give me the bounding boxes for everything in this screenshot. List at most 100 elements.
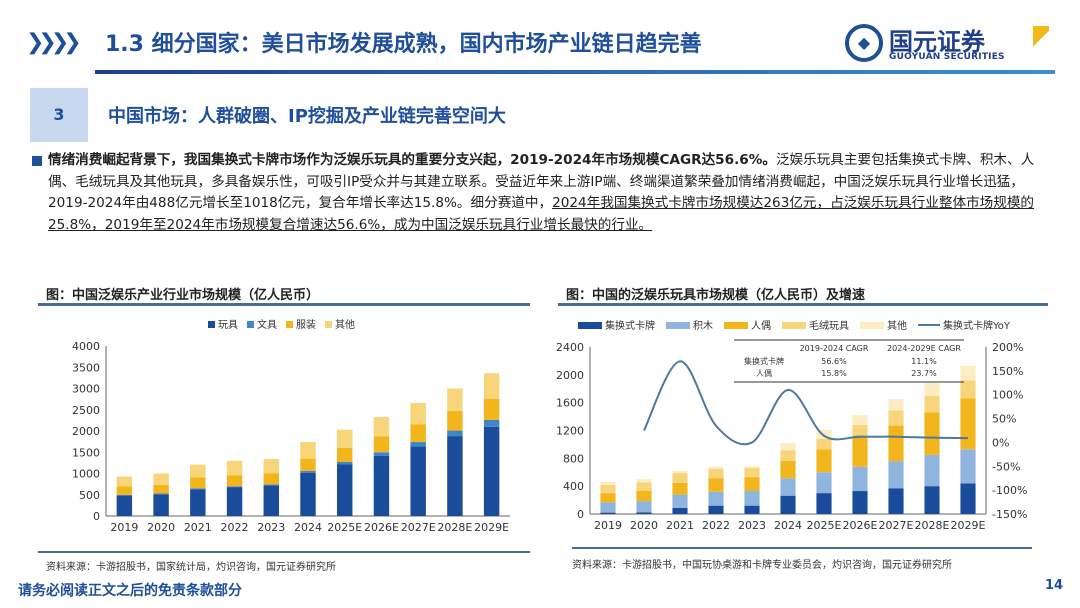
bar-集换式卡牌 bbox=[708, 505, 724, 514]
bar-人偶 bbox=[816, 449, 832, 473]
bar-集换式卡牌 bbox=[600, 512, 616, 514]
bar-集换式卡牌 bbox=[780, 495, 796, 514]
highlight-text: 2024年我国集换式卡牌市场规模达263亿元，占泛娱乐玩具行业整体市场规模的25… bbox=[48, 195, 1035, 233]
x-tick-label: 2023 bbox=[257, 521, 285, 534]
bar-人偶 bbox=[888, 425, 904, 462]
legend-swatch bbox=[325, 321, 332, 328]
x-tick-label: 2021 bbox=[184, 521, 212, 534]
x-tick-label: 2024 bbox=[774, 519, 802, 532]
bar-积木 bbox=[816, 472, 832, 494]
x-tick-label: 2024 bbox=[294, 521, 322, 534]
left-chart-source: 资料来源：卡游招股书，国家统计局，灼识咨询，国元证券研究所 bbox=[46, 562, 336, 573]
lead-sentence: 情绪消费崛起背景下，我国集换式卡牌市场作为泛娱乐玩具的重要分支兴起，2019-2… bbox=[48, 152, 776, 168]
y2-tick-label: 150% bbox=[992, 365, 1023, 378]
bar-玩具 bbox=[300, 472, 316, 516]
x-tick-label: 2028E bbox=[437, 521, 472, 534]
bar-其他 bbox=[447, 388, 463, 412]
bar-积木 bbox=[780, 478, 796, 496]
bar-文具 bbox=[337, 462, 353, 465]
bar-玩具 bbox=[116, 495, 133, 516]
y2-tick-label: 50% bbox=[992, 413, 1016, 426]
section-title: 中国市场：人群破圈、IP挖掘及产业链完善空间大 bbox=[108, 106, 506, 127]
bar-毛绒玩具 bbox=[924, 395, 940, 413]
bar-其他 bbox=[816, 429, 832, 439]
y-tick-label: 2000 bbox=[72, 425, 100, 438]
logo: ◆ 国元证券 GUOYUAN SECURITIES bbox=[845, 22, 1055, 66]
left-chart: 0 500 1000 1500 2000 2500 3000 3500 4000 2019 2020… bbox=[72, 318, 510, 534]
table-cell: 集换式卡牌 bbox=[744, 356, 784, 366]
y-tick-label: 1500 bbox=[72, 446, 100, 459]
x-tick-label: 2023 bbox=[738, 519, 766, 532]
bar-其他 bbox=[708, 466, 724, 469]
y-tick-label: 2400 bbox=[556, 341, 584, 354]
y-tick-label: 4000 bbox=[72, 340, 100, 353]
left-chart-caption: 图：中国泛娱乐产业行业市场规模（亿人民币） bbox=[46, 288, 320, 303]
bar-集换式卡牌 bbox=[744, 505, 760, 514]
bar-服装 bbox=[337, 448, 353, 463]
table-cell: 人偶 bbox=[756, 368, 772, 378]
bar-服装 bbox=[263, 473, 279, 485]
bar-其他 bbox=[190, 464, 206, 478]
bar-人偶 bbox=[744, 477, 760, 492]
y-tick-label: 3500 bbox=[72, 361, 100, 374]
y-tick-label: 400 bbox=[563, 480, 584, 493]
bar-集换式卡牌 bbox=[636, 512, 652, 514]
y2-tick-label: 0% bbox=[992, 436, 1009, 449]
bar-集换式卡牌 bbox=[852, 491, 868, 514]
y2-tick-label: 200% bbox=[992, 341, 1023, 354]
bar-文具 bbox=[263, 484, 279, 486]
bar-人偶 bbox=[672, 482, 688, 495]
bar-人偶 bbox=[852, 435, 868, 467]
bar-其他 bbox=[116, 476, 133, 487]
bar-毛绒玩具 bbox=[780, 450, 796, 461]
bar-服装 bbox=[373, 436, 390, 453]
bar-其他 bbox=[373, 416, 390, 437]
x-tick-label: 2028E bbox=[915, 519, 950, 532]
x-tick-label: 2029E bbox=[951, 519, 986, 532]
bar-服装 bbox=[190, 477, 206, 489]
bar-玩具 bbox=[263, 485, 279, 516]
bar-其他 bbox=[226, 460, 243, 476]
bar-其他 bbox=[337, 429, 353, 448]
bar-毛绒玩具 bbox=[708, 468, 724, 479]
bar-集换式卡牌 bbox=[888, 488, 904, 514]
bar-毛绒玩具 bbox=[672, 473, 688, 483]
x-tick-label: 2025E bbox=[807, 519, 842, 532]
bar-玩具 bbox=[483, 426, 500, 516]
x-tick-label: 2019 bbox=[594, 519, 622, 532]
bar-其他 bbox=[483, 373, 500, 399]
bar-毛绒玩具 bbox=[600, 484, 616, 494]
y-tick-label: 1000 bbox=[72, 468, 100, 481]
x-tick-label: 2027E bbox=[401, 521, 436, 534]
bar-毛绒玩具 bbox=[888, 410, 904, 426]
bar-文具 bbox=[153, 493, 169, 495]
bar-毛绒玩具 bbox=[816, 438, 832, 450]
bar-积木 bbox=[960, 449, 976, 484]
bar-其他 bbox=[888, 399, 904, 411]
bar-文具 bbox=[410, 442, 426, 447]
chevron-icon: ❯❯❯❯ bbox=[26, 30, 82, 55]
legend-label: 文具 bbox=[257, 318, 277, 331]
legend-label: 其他 bbox=[887, 319, 907, 332]
bullet-icon bbox=[32, 156, 42, 166]
bar-积木 bbox=[852, 466, 868, 492]
x-tick-label: 2025E bbox=[327, 521, 362, 534]
bar-文具 bbox=[300, 470, 316, 473]
x-tick-label: 2027E bbox=[879, 519, 914, 532]
table-cell: 56.6% bbox=[821, 357, 847, 366]
bar-集换式卡牌 bbox=[960, 483, 976, 514]
x-tick-label: 2020 bbox=[630, 519, 658, 532]
right-chart: 0 400 800 1200 1600 2000 2400 2019 2020 2021 2022 2… bbox=[556, 319, 1027, 532]
bar-服装 bbox=[300, 458, 316, 471]
y-tick-label: 800 bbox=[563, 452, 584, 465]
y-tick-label: 0 bbox=[93, 510, 100, 523]
y-tick-label: 0 bbox=[577, 508, 584, 521]
x-tick-label: 2022 bbox=[221, 521, 249, 534]
bar-其他 bbox=[924, 383, 940, 396]
header-divider bbox=[95, 70, 1055, 74]
bar-积木 bbox=[708, 491, 724, 506]
page-number: 14 bbox=[1045, 578, 1064, 593]
left-chart-divider bbox=[38, 303, 530, 306]
section-number: 3 bbox=[30, 88, 88, 142]
y2-tick-label: 100% bbox=[992, 389, 1023, 402]
